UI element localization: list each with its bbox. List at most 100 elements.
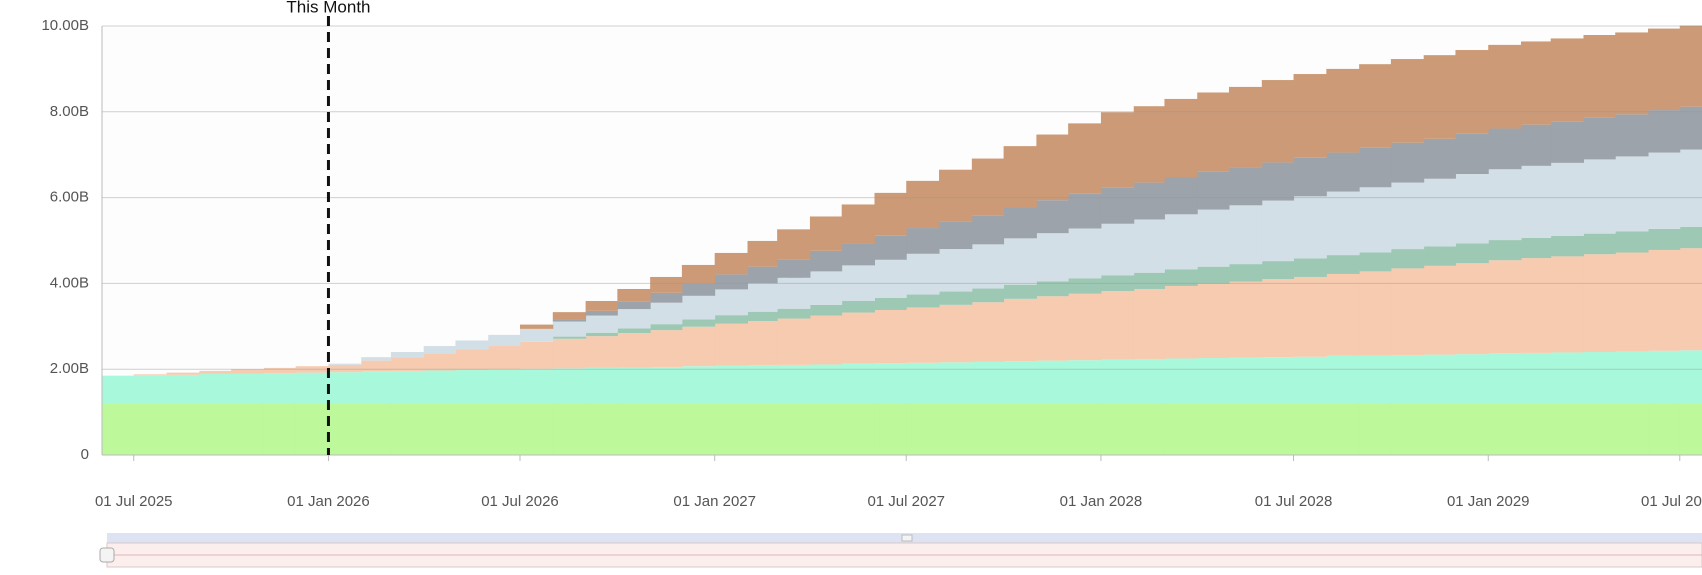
area-step <box>1550 38 1584 122</box>
area-step <box>1359 355 1392 404</box>
area-step <box>650 403 683 455</box>
x-tick-label: 01 Jan 2028 <box>1060 493 1143 510</box>
area-step <box>809 271 843 305</box>
area-step <box>1197 92 1230 172</box>
area-step <box>1521 352 1552 404</box>
area-step <box>1100 187 1135 224</box>
area-step <box>133 403 168 455</box>
area-step <box>617 301 651 310</box>
area-step <box>809 315 843 365</box>
area-step <box>263 373 297 404</box>
navigator-handle[interactable] <box>99 547 115 563</box>
area-step <box>231 369 265 374</box>
area-step <box>455 349 489 371</box>
area-step <box>390 357 425 371</box>
area-step <box>939 249 973 292</box>
area-step <box>906 403 940 455</box>
area-step <box>681 264 716 284</box>
area-step <box>1261 261 1295 280</box>
area-step <box>1648 249 1681 351</box>
area-step <box>585 315 618 333</box>
area-step <box>617 288 651 302</box>
area-step <box>361 357 392 361</box>
area-step <box>1293 157 1327 197</box>
area-step <box>390 403 425 455</box>
area-step <box>1164 403 1198 455</box>
x-tick-label: 01 Jul 2028 <box>1255 493 1333 510</box>
area-step <box>552 338 587 369</box>
area-step <box>1648 228 1681 250</box>
area-step <box>1326 152 1360 192</box>
y-tick-label: 4.00B <box>50 274 89 291</box>
area-step <box>1003 284 1037 299</box>
area-step <box>650 302 683 325</box>
navigator-grip[interactable] <box>901 534 913 542</box>
area-step <box>1100 359 1135 404</box>
area-step <box>1615 231 1649 253</box>
area-step <box>1164 214 1198 270</box>
area-step <box>1615 351 1649 404</box>
area-step <box>1197 283 1230 359</box>
area-step <box>1326 273 1360 356</box>
area-step <box>1423 138 1456 179</box>
area-step <box>361 371 392 404</box>
area-step <box>1068 278 1102 294</box>
area-step <box>971 244 1005 289</box>
area-step <box>1068 403 1102 455</box>
area-step <box>390 352 425 358</box>
area-step <box>423 370 456 404</box>
area-step <box>231 403 265 455</box>
area-step <box>1068 123 1102 194</box>
area-step <box>1326 355 1360 404</box>
area-step <box>1068 228 1102 279</box>
area-step <box>1261 403 1295 455</box>
y-tick-label: 2.00B <box>50 360 89 377</box>
area-step <box>585 336 618 368</box>
area-step <box>1293 258 1327 277</box>
area-step <box>1679 226 1702 249</box>
area-step <box>1550 256 1584 353</box>
area-step <box>1423 55 1456 139</box>
y-tick-label: 6.00B <box>50 189 89 206</box>
area-step <box>874 235 907 260</box>
area-step <box>1488 353 1522 404</box>
area-step <box>1679 25 1702 107</box>
area-step <box>714 365 749 404</box>
area-step <box>971 158 1005 216</box>
area-step <box>1455 133 1489 175</box>
area-step <box>295 366 329 373</box>
area-step <box>777 259 811 278</box>
area-step <box>585 300 618 311</box>
area-step <box>552 336 587 339</box>
area-step <box>552 319 587 322</box>
area-step <box>906 307 940 363</box>
area-step <box>263 403 297 455</box>
area-step <box>1679 248 1702 351</box>
area-step <box>231 373 265 404</box>
area-step <box>1133 106 1165 183</box>
area-step <box>1003 207 1037 239</box>
area-step <box>1583 159 1616 234</box>
area-step <box>1036 360 1069 404</box>
area-step <box>1679 403 1702 455</box>
area-step <box>488 369 521 404</box>
area-step <box>1488 169 1522 241</box>
area-step <box>519 324 554 329</box>
area-step <box>714 289 749 316</box>
area-step <box>617 309 651 329</box>
area-step <box>1100 223 1135 276</box>
area-step <box>1326 191 1360 256</box>
area-step <box>1583 403 1616 455</box>
area-step <box>809 250 843 272</box>
area-step <box>1100 275 1135 292</box>
area-step <box>1036 296 1069 361</box>
area-step <box>1133 272 1165 289</box>
area-step <box>1293 276 1327 357</box>
area-step <box>681 319 716 327</box>
area-step <box>1423 178 1456 247</box>
area-step <box>1164 177 1198 215</box>
x-tick-label: 01 Jan 2029 <box>1447 493 1530 510</box>
area-step <box>1679 350 1702 404</box>
area-step <box>1390 142 1425 183</box>
